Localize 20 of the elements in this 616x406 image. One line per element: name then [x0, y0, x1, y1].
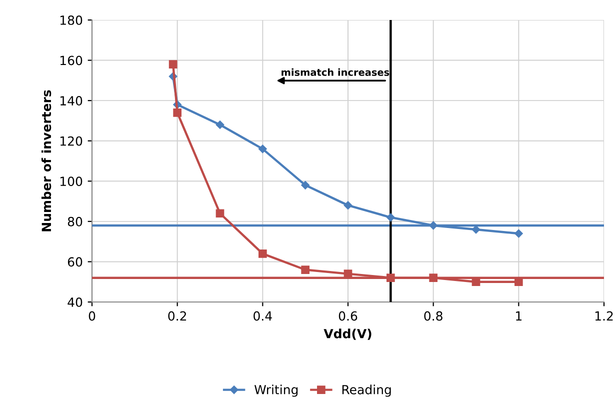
- y-axis-title: Number of inverters: [41, 90, 52, 232]
- x-axis-title: Vdd(V): [324, 328, 372, 340]
- x-tick-label: 0.2: [168, 311, 186, 321]
- x-tick-label: 0.6: [338, 311, 358, 321]
- x-tick-label: 0.8: [424, 311, 442, 321]
- y-tick-label: 60: [68, 257, 82, 267]
- x-tick-label: 1.2: [595, 311, 613, 321]
- y-tick-label: 120: [60, 136, 82, 146]
- y-tick-label: 160: [60, 56, 82, 66]
- x-tick-label: 0.4: [254, 311, 272, 321]
- x-tick-label: 1: [516, 311, 522, 321]
- y-tick-label: 80: [68, 216, 82, 226]
- y-tick-label: 140: [60, 96, 82, 106]
- y-tick-label: 180: [60, 15, 82, 25]
- x-tick-label: 0: [88, 311, 96, 321]
- legend-label: Writing: [254, 384, 298, 397]
- annotation: mismatch increases: [282, 68, 390, 76]
- y-tick-label: 100: [60, 176, 82, 186]
- y-tick-label: 40: [68, 297, 82, 307]
- legend-label: Reading: [342, 384, 391, 397]
